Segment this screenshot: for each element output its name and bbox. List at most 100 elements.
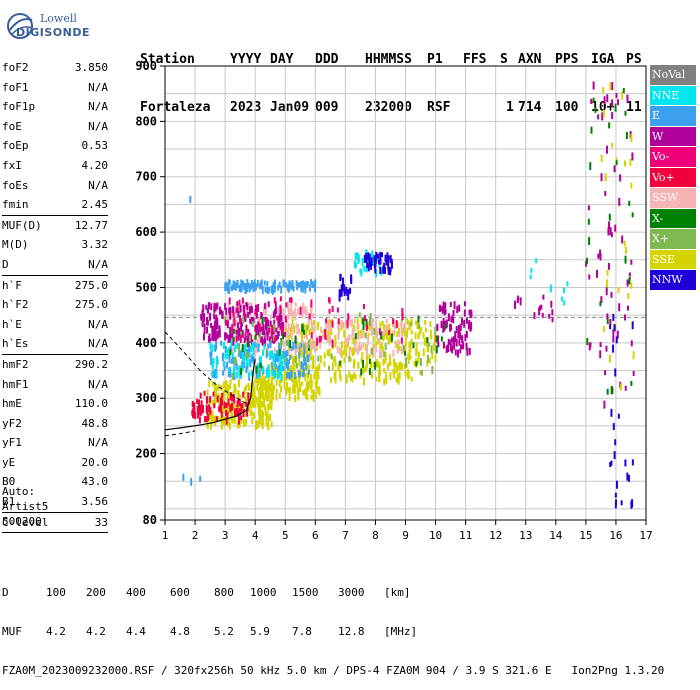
echo-point-vo- xyxy=(191,400,194,407)
echo-point-w xyxy=(590,98,593,104)
echo-point-x- xyxy=(247,353,250,359)
echo-point-x- xyxy=(418,323,421,329)
param-row: foF2 3.850 xyxy=(2,58,108,78)
echo-point-ssw xyxy=(322,331,325,340)
echo-point-sse xyxy=(383,329,386,337)
echo-point-ssw xyxy=(401,343,404,352)
param-name: foE xyxy=(2,119,22,133)
echo-point-ssw xyxy=(286,328,289,337)
echo-point-w xyxy=(548,313,551,319)
echo-point-e xyxy=(239,352,242,359)
echo-point-nne xyxy=(259,359,262,366)
echo-point-vo- xyxy=(212,391,215,397)
echo-point-x- xyxy=(240,331,243,337)
echo-point-vo- xyxy=(331,320,334,328)
echo-point-sse xyxy=(368,354,371,360)
echo-point-w xyxy=(232,306,235,314)
echo-point-sse xyxy=(232,391,235,397)
echo-point-w xyxy=(437,342,440,348)
echo-point-e xyxy=(274,354,277,362)
echo-point-e xyxy=(273,284,276,290)
header-label-8: AXN xyxy=(518,52,542,67)
param-row: h`Es N/A xyxy=(2,334,108,354)
echo-point-ssw xyxy=(354,345,357,353)
echo-point-ssw xyxy=(305,309,308,316)
echo-point-vo- xyxy=(196,399,199,405)
echo-point-sse xyxy=(407,356,410,364)
echo-point-w xyxy=(238,327,241,336)
legend-item-vo-: Vo- xyxy=(650,147,696,168)
echo-point-sse xyxy=(381,320,384,326)
echo-point-ssw xyxy=(375,333,378,339)
echo-point-w xyxy=(449,339,452,345)
echo-point-x- xyxy=(419,357,422,366)
echo-point-vo- xyxy=(299,306,302,315)
param-value: 48.8 xyxy=(81,416,109,430)
echo-point-sse xyxy=(625,246,628,254)
echo-point-w xyxy=(588,274,591,280)
echo-point-sse xyxy=(222,397,225,406)
echo-point-vo- xyxy=(205,404,208,413)
echo-point-sse xyxy=(415,348,418,355)
echo-point-sse xyxy=(260,410,263,418)
echo-point-x- xyxy=(232,328,235,334)
echo-point-x- xyxy=(254,334,257,340)
echo-point-x- xyxy=(430,345,433,354)
echo-point-sse xyxy=(342,322,345,329)
echo-point-ssw xyxy=(357,334,360,340)
footer-distance-row: D 100 200 400 600 800 1000 1500 3000 [km] xyxy=(2,586,664,599)
echo-point-w xyxy=(600,296,603,304)
echo-point-sse xyxy=(267,382,270,391)
echo-point-sse xyxy=(377,370,380,379)
echo-point-w xyxy=(603,96,606,105)
echo-point-sse xyxy=(222,407,225,414)
echo-point-w xyxy=(617,99,620,106)
echo-point-sse xyxy=(209,421,212,430)
echo-point-w xyxy=(619,174,622,182)
echo-point-w xyxy=(461,317,464,325)
echo-point-sse xyxy=(268,415,271,421)
param-name: yF1 xyxy=(2,436,22,450)
echo-point-x- xyxy=(434,326,437,335)
echo-point-w xyxy=(244,332,247,341)
echo-point-sse xyxy=(385,371,388,378)
echo-point-sse xyxy=(243,419,246,428)
param-value: 290.2 xyxy=(74,357,108,371)
echo-point-w xyxy=(540,304,543,310)
echo-point-w xyxy=(609,227,612,236)
echo-point-x- xyxy=(369,313,372,320)
param-name: hmF2 xyxy=(2,357,29,371)
echo-point-e xyxy=(286,372,289,379)
echo-point-sse xyxy=(267,403,270,411)
echo-point-ssw xyxy=(392,349,395,357)
footer-muf-value: 7.8 xyxy=(292,625,312,638)
echo-point-w xyxy=(628,272,631,280)
echo-point-x- xyxy=(362,359,365,368)
echo-point-e xyxy=(314,284,317,293)
y-tick-label: 500 xyxy=(135,280,157,294)
echo-point-sse xyxy=(602,325,605,332)
echo-point-sse xyxy=(300,381,303,387)
echo-point-x- xyxy=(426,337,429,344)
echo-point-w xyxy=(450,337,453,343)
echo-point-sse xyxy=(310,355,313,361)
echo-point-nne xyxy=(356,252,359,259)
echo-point-x- xyxy=(628,277,631,285)
echo-point-sse xyxy=(359,373,362,379)
echo-point-ssw xyxy=(310,305,313,312)
echo-point-sse xyxy=(213,381,216,387)
echo-point-w xyxy=(463,319,466,328)
echo-point-x- xyxy=(614,103,617,112)
auto-software: Artist5 xyxy=(2,500,49,513)
echo-point-ssw xyxy=(360,345,363,351)
header-label-3: DDD xyxy=(315,52,339,67)
echo-point-sse xyxy=(259,386,262,394)
echo-point-w xyxy=(206,307,209,314)
autoscaling-info: Auto: Artist5 500200 xyxy=(2,484,48,529)
echo-point-ssw xyxy=(308,350,311,359)
echo-point-ssw xyxy=(290,303,293,312)
echo-point-w xyxy=(220,309,223,315)
echo-point-ssw xyxy=(345,319,348,325)
echo-point-nnw xyxy=(339,273,342,280)
echo-point-e xyxy=(289,355,292,361)
